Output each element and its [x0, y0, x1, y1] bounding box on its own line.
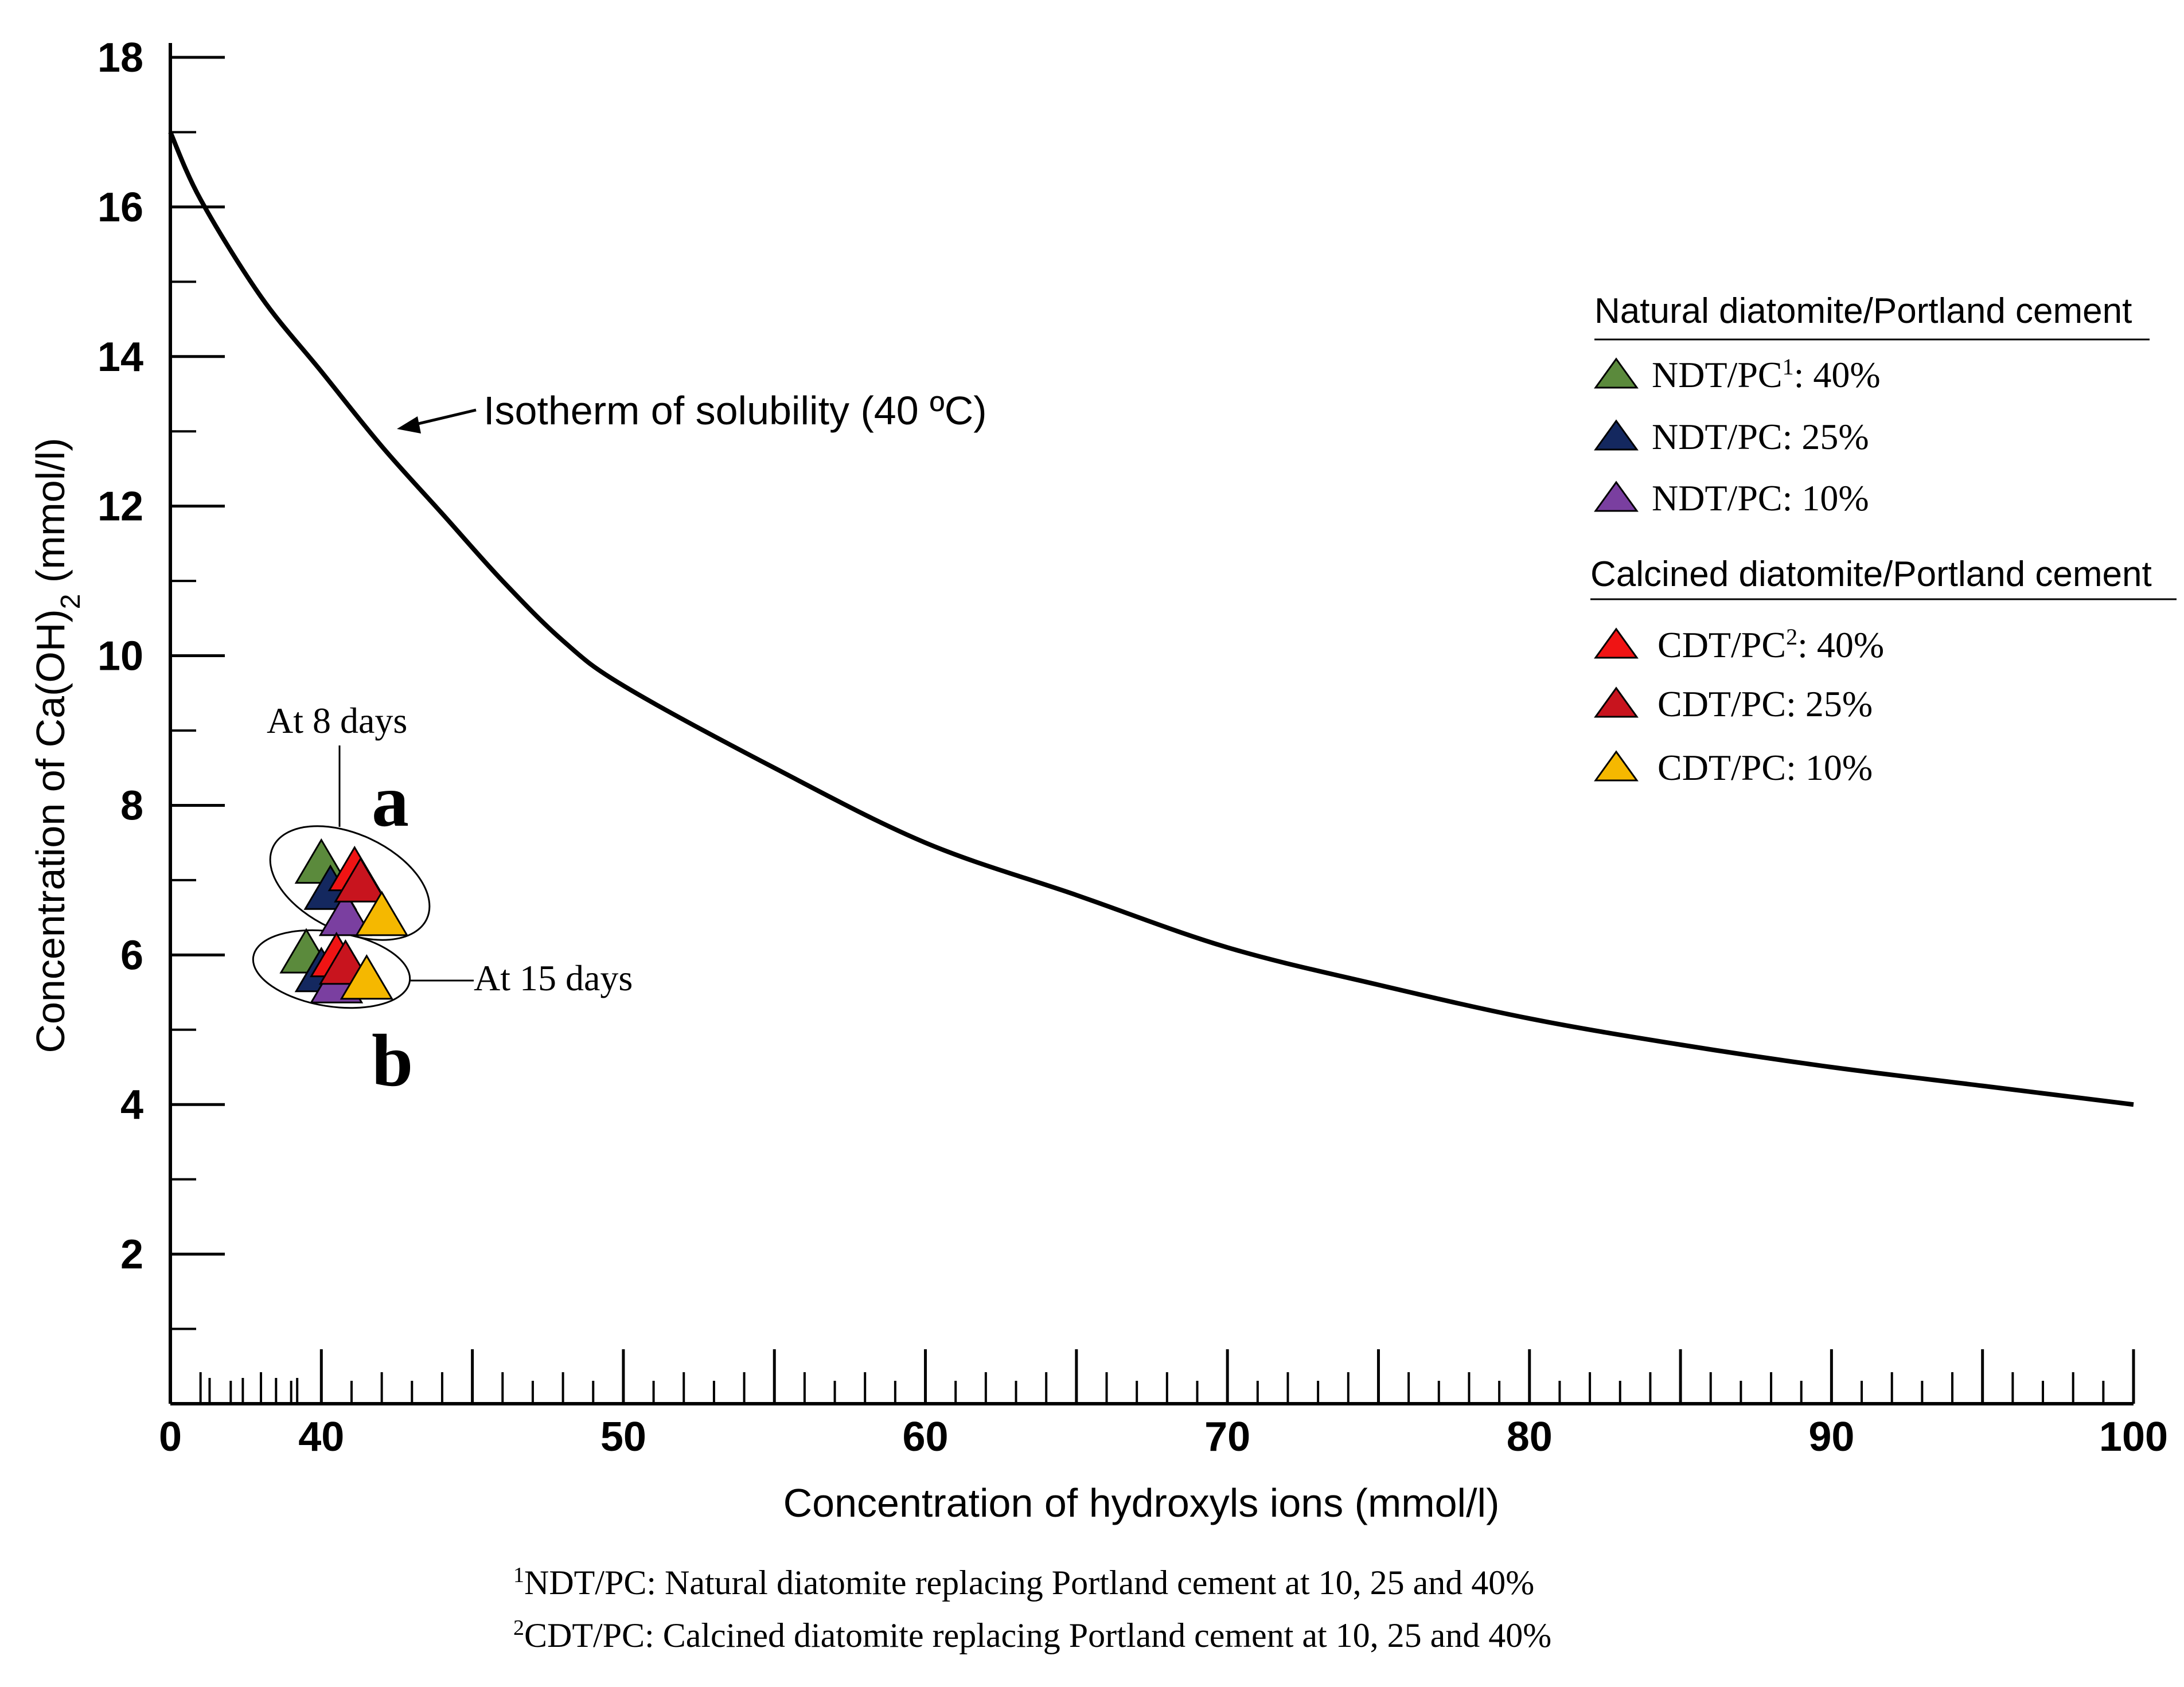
x-axis-ticks [199, 1349, 2135, 1404]
legend-item: NDT/PC: 25% [1594, 416, 1869, 457]
legend-item: CDT/PC2: 40% [1594, 624, 1884, 666]
legend-item: CDT/PC: 10% [1594, 747, 1873, 788]
x-tick-label: 50 [600, 1414, 646, 1460]
legend-marker [1594, 686, 1639, 718]
legend-marker [1594, 481, 1639, 512]
x-tick-labels: 0 40 50 60 70 80 90 100 [159, 1414, 2168, 1460]
legend-marker [1594, 357, 1639, 389]
legend-label: CDT/PC2: 40% [1658, 624, 1884, 666]
x-axis-title: Concentration of hydroxyls ions (mmol/l) [783, 1481, 1500, 1525]
y-tick-label: 8 [120, 783, 143, 829]
data-point-marker [355, 891, 409, 936]
legend-label: NDT/PC: 25% [1652, 416, 1869, 457]
legend-item: NDT/PC: 10% [1594, 478, 1869, 518]
footnotes: 1NDT/PC: Natural diatomite replacing Por… [513, 1563, 1551, 1654]
y-tick-label: 14 [98, 334, 143, 380]
data-point-marker [318, 891, 373, 936]
data-markers [279, 838, 409, 1003]
legend: Natural diatomite/Portland cement Calcin… [1590, 291, 2177, 788]
isotherm-arrow-line [408, 408, 477, 428]
legend-entries: NDT/PC1: 40% NDT/PC: 25% NDT/PC: 10% CDT… [1594, 354, 1884, 788]
y-tick-label: 2 [120, 1232, 143, 1278]
group-a-time-label: At 8 days [267, 700, 407, 741]
y-tick-label: 12 [98, 484, 143, 530]
legend-marker [1594, 419, 1639, 451]
data-point-marker [340, 954, 393, 1000]
isotherm-annotation: Isotherm of solubility (40 ºC) [397, 388, 987, 434]
footnote-2: 2CDT/PC: Calcined diatomite replacing Po… [513, 1616, 1551, 1654]
x-tick-label: 90 [1808, 1414, 1854, 1460]
y-tick-label: 6 [120, 932, 143, 978]
legend-label: CDT/PC: 10% [1658, 747, 1873, 788]
legend-marker [1594, 750, 1639, 782]
legend-group1-title: Natural diatomite/Portland cement [1594, 291, 2132, 331]
legend-item: CDT/PC: 25% [1594, 684, 1873, 724]
isotherm-label: Isotherm of solubility (40 ºC) [483, 388, 987, 433]
legend-label: NDT/PC: 10% [1652, 478, 1869, 518]
group-b-time-label: At 15 days [474, 958, 633, 998]
isotherm-curve [168, 131, 2134, 1107]
footnote-1: 1NDT/PC: Natural diatomite replacing Por… [513, 1563, 1534, 1602]
x-tick-label: 0 [159, 1414, 182, 1460]
y-tick-label: 18 [98, 35, 143, 81]
x-tick-label: 80 [1507, 1414, 1553, 1460]
group-a-annotation: At 8 days a [267, 700, 409, 842]
legend-marker [1594, 627, 1639, 659]
y-tick-labels: 2 4 6 8 10 12 14 16 18 [98, 35, 143, 1278]
y-tick-label: 10 [98, 634, 143, 680]
isotherm-arrowhead [397, 416, 421, 434]
x-tick-label: 60 [902, 1414, 948, 1460]
data-point-marker [334, 857, 388, 903]
y-axis-title: Concentration of Ca(OH)2 (mmol/l) [28, 438, 86, 1053]
legend-item: NDT/PC1: 40% [1594, 354, 1881, 396]
x-tick-label: 40 [298, 1414, 344, 1460]
legend-group2-title: Calcined diatomite/Portland cement [1590, 554, 2152, 594]
group-a-letter: a [372, 760, 409, 842]
y-tick-label: 16 [98, 185, 143, 231]
x-tick-label: 70 [1204, 1414, 1250, 1460]
y-tick-label: 4 [120, 1082, 143, 1128]
axes [169, 43, 2134, 1405]
x-tick-label: 100 [2099, 1414, 2168, 1460]
group-b-annotation: At 15 days b [372, 958, 633, 1102]
legend-label: NDT/PC1: 40% [1652, 354, 1881, 396]
legend-label: CDT/PC: 25% [1658, 684, 1873, 724]
y-axis-ticks [170, 56, 225, 1330]
group-b-letter: b [372, 1020, 413, 1102]
